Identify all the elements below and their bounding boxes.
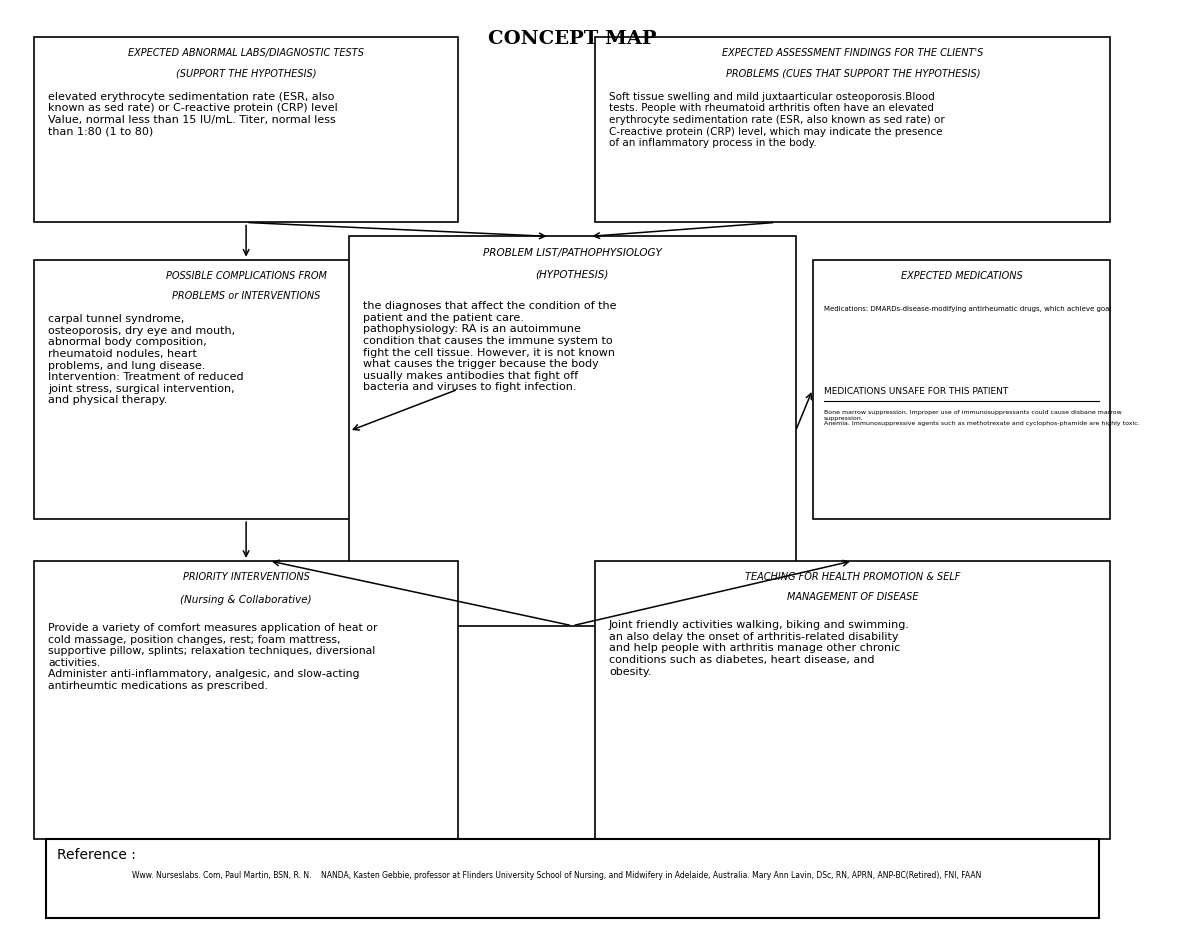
Text: Soft tissue swelling and mild juxtaarticular osteoporosis.Blood
tests. People wi: Soft tissue swelling and mild juxtaartic…	[608, 92, 944, 148]
Text: MEDICATIONS UNSAFE FOR THIS PATIENT: MEDICATIONS UNSAFE FOR THIS PATIENT	[824, 387, 1008, 396]
Text: PRIORITY INTERVENTIONS: PRIORITY INTERVENTIONS	[182, 572, 310, 582]
Text: PROBLEMS or INTERVENTIONS: PROBLEMS or INTERVENTIONS	[172, 291, 320, 301]
Text: Reference :: Reference :	[58, 848, 136, 862]
Text: EXPECTED MEDICATIONS: EXPECTED MEDICATIONS	[901, 271, 1022, 281]
FancyBboxPatch shape	[349, 236, 796, 626]
Text: Provide a variety of comfort measures application of heat or
cold massage, posit: Provide a variety of comfort measures ap…	[48, 623, 378, 691]
FancyBboxPatch shape	[595, 37, 1110, 222]
FancyBboxPatch shape	[35, 260, 458, 519]
Text: carpal tunnel syndrome,
osteoporosis, dry eye and mouth,
abnormal body compositi: carpal tunnel syndrome, osteoporosis, dr…	[48, 314, 244, 405]
Text: TEACHING FOR HEALTH PROMOTION & SELF: TEACHING FOR HEALTH PROMOTION & SELF	[745, 572, 960, 582]
Text: the diagnoses that affect the condition of the
patient and the patient care.
pat: the diagnoses that affect the condition …	[362, 301, 617, 392]
Text: Www. Nurseslabs. Com, Paul Martin, BSN, R. N.    NANDA, Kasten Gebbie, professor: Www. Nurseslabs. Com, Paul Martin, BSN, …	[132, 871, 982, 881]
Text: CONCEPT MAP: CONCEPT MAP	[488, 30, 656, 47]
Text: MANAGEMENT OF DISEASE: MANAGEMENT OF DISEASE	[787, 592, 918, 603]
Text: POSSIBLE COMPLICATIONS FROM: POSSIBLE COMPLICATIONS FROM	[166, 271, 326, 281]
Text: PROBLEM LIST/PATHOPHYSIOLOGY: PROBLEM LIST/PATHOPHYSIOLOGY	[482, 248, 661, 258]
FancyBboxPatch shape	[812, 260, 1110, 519]
Text: elevated erythrocyte sedimentation rate (ESR, also
known as sed rate) or C-react: elevated erythrocyte sedimentation rate …	[48, 92, 338, 136]
Text: (HYPOTHESIS): (HYPOTHESIS)	[535, 270, 610, 280]
Text: (SUPPORT THE HYPOTHESIS): (SUPPORT THE HYPOTHESIS)	[176, 69, 317, 79]
Text: Medications: DMARDs-disease-modifying antirheumatic drugs, which achieve goal: Medications: DMARDs-disease-modifying an…	[824, 306, 1111, 311]
Text: PROBLEMS (CUES THAT SUPPORT THE HYPOTHESIS): PROBLEMS (CUES THAT SUPPORT THE HYPOTHES…	[726, 69, 980, 79]
Text: Joint friendly activities walking, biking and swimming.
an also delay the onset : Joint friendly activities walking, bikin…	[608, 620, 910, 677]
Text: EXPECTED ASSESSMENT FINDINGS FOR THE CLIENT'S: EXPECTED ASSESSMENT FINDINGS FOR THE CLI…	[722, 48, 984, 58]
Text: Bone marrow suppression. Improper use of immunosuppressants could cause disbane : Bone marrow suppression. Improper use of…	[824, 410, 1140, 426]
Text: EXPECTED ABNORMAL LABS/DIAGNOSTIC TESTS: EXPECTED ABNORMAL LABS/DIAGNOSTIC TESTS	[128, 48, 364, 58]
FancyBboxPatch shape	[595, 561, 1110, 839]
Text: (Nursing & Collaborative): (Nursing & Collaborative)	[180, 595, 312, 605]
FancyBboxPatch shape	[46, 839, 1099, 918]
FancyBboxPatch shape	[35, 37, 458, 222]
FancyBboxPatch shape	[35, 561, 458, 839]
